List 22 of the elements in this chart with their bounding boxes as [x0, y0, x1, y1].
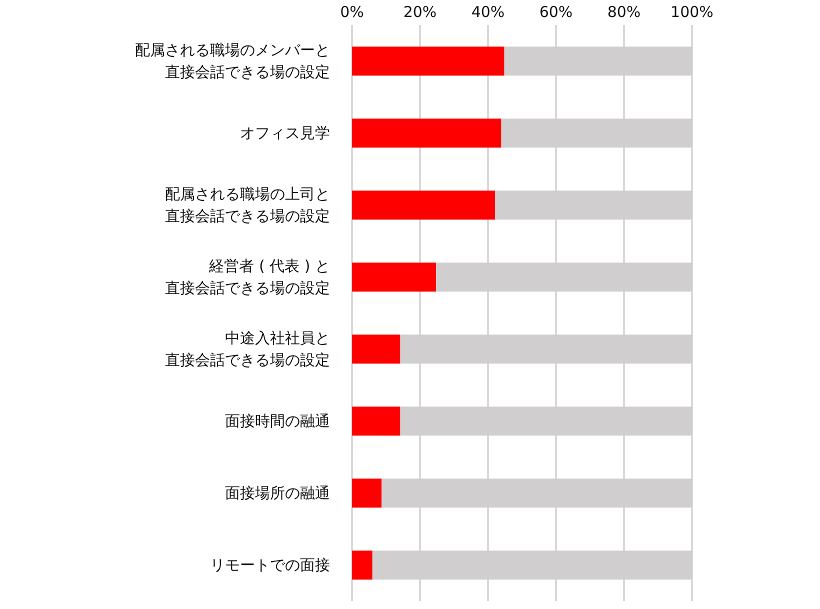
- y-tick-label: オフィス見学: [240, 124, 330, 142]
- y-tick-label: 面接場所の融通: [225, 484, 330, 502]
- bar: [352, 46, 504, 76]
- x-tick-label: 60%: [539, 3, 573, 21]
- y-tick-label: リモートでの面接: [210, 556, 330, 574]
- bar: [352, 478, 382, 508]
- y-tick-label: 経営者 ( 代表 ) と直接会話できる場の設定: [165, 257, 330, 297]
- y-tick-label: 中途入社社員と直接会話できる場の設定: [165, 329, 330, 369]
- y-tick-label: 面接時間の融通: [225, 412, 330, 430]
- bar: [352, 550, 372, 580]
- bar: [352, 262, 436, 292]
- x-tick-label: 100%: [670, 3, 714, 21]
- bar: [352, 406, 400, 436]
- y-tick-label: 配属される職場のメンバーと直接会話できる場の設定: [135, 41, 330, 81]
- bar: [352, 118, 502, 148]
- bar: [352, 190, 496, 220]
- x-tick-label: 20%: [403, 3, 437, 21]
- x-tick-label: 40%: [471, 3, 505, 21]
- y-tick-label: 配属される職場の上司と直接会話できる場の設定: [165, 185, 330, 225]
- x-tick-label: 0%: [340, 3, 364, 21]
- bar: [352, 334, 400, 364]
- x-tick-label: 80%: [607, 3, 641, 21]
